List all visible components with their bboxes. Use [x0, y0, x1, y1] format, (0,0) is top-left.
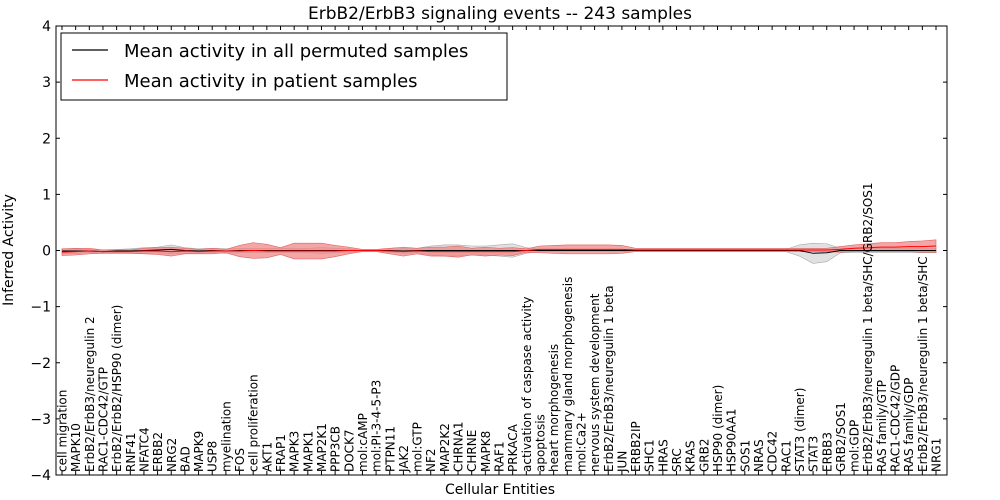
x-category-label: HRAS — [656, 439, 670, 472]
x-axis-ticks — [61, 26, 937, 475]
x-category-label: AKT1 — [260, 442, 274, 472]
legend-label-permuted: Mean activity in all permuted samples — [124, 41, 468, 62]
x-category-label: CHRNE — [465, 430, 479, 472]
x-category-label: BAD — [178, 446, 192, 472]
x-category-label: JUN — [615, 451, 629, 473]
x-category-label: MAP2K1 — [315, 423, 329, 472]
y-tick-label: 0 — [42, 244, 51, 260]
x-category-label: JAK2 — [397, 445, 411, 473]
x-category-label: MAPK10 — [69, 423, 83, 472]
x-category-label: STAT3 (dimer) — [793, 388, 807, 472]
x-category-label: ErbB2/ErbB2/HSP90 (dimer) — [110, 305, 124, 472]
x-category-label: cell migration — [56, 390, 70, 472]
x-category-label: nervous system development — [588, 293, 602, 472]
x-category-label: SHC1 — [643, 439, 657, 472]
y-tick-label: 1 — [42, 187, 51, 203]
y-tick-label: 4 — [42, 19, 51, 35]
y-tick-label: 2 — [42, 131, 51, 147]
x-category-label: KRAS — [684, 440, 698, 472]
y-axis-ticks: 4 3 2 1 0 −1 −2 −3 −4 — [30, 19, 947, 484]
x-category-label: FRAP1 — [274, 434, 288, 472]
x-category-label: RAS family/GDP — [902, 378, 916, 472]
y-tick-label: 3 — [42, 75, 51, 91]
y-tick-label: −4 — [30, 468, 51, 484]
x-category-label: GRB2 — [697, 438, 711, 472]
x-category-label: PRKACA — [506, 423, 520, 472]
x-category-label: NFATC4 — [137, 427, 151, 472]
x-category-label: RAC1-CDC42/GTP — [96, 367, 110, 472]
y-tick-label: −2 — [30, 356, 51, 372]
x-category-label: activation of caspase activity — [520, 297, 534, 472]
x-category-label: HSP90AA1 — [725, 408, 739, 472]
x-category-label: ErbB2/ErbB3/neuregulin 1 beta/SHC — [916, 256, 930, 472]
x-category-label: mol:GTP — [411, 422, 425, 472]
x-category-label: NRG2 — [165, 438, 179, 472]
x-axis-label: Cellular Entities — [445, 482, 555, 498]
x-category-label: SRC — [670, 448, 684, 472]
legend-label-patient: Mean activity in patient samples — [124, 71, 418, 92]
y-axis-label: Inferred Activity — [1, 194, 17, 306]
x-category-label: MAPK9 — [192, 431, 206, 472]
x-category-label: RNF41 — [124, 433, 138, 473]
x-category-label: GRB2/SOS1 — [834, 402, 848, 472]
chart-title: ErbB2/ErbB3 signaling events -- 243 samp… — [308, 4, 692, 24]
x-category-label: ERBB2 — [151, 432, 165, 472]
x-category-label: heart morphogenesis — [547, 344, 561, 472]
x-category-label: CDC42 — [766, 431, 780, 472]
x-category-labels: cell migration MAPK10 ErbB2/ErbB3/neuregul… — [56, 182, 944, 473]
x-category-label: RAC1-CDC42/GDP — [889, 365, 903, 472]
x-category-label: ErbB2/ErbB3/neuregulin 2 — [83, 316, 97, 472]
x-category-label: MAP2K2 — [438, 423, 452, 472]
x-category-label: mammary gland morphogenesis — [561, 277, 575, 472]
x-category-label: RAC1 — [779, 440, 793, 472]
legend: Mean activity in all permuted samples Me… — [60, 32, 508, 101]
x-category-label: ERBB3 — [820, 432, 834, 472]
series-line-patient — [61, 245, 937, 253]
band-patient — [61, 239, 937, 260]
x-category-label: PTPN11 — [383, 426, 397, 472]
x-category-label: CHRNA1 — [452, 421, 466, 472]
x-category-label: MAPK3 — [288, 431, 302, 472]
x-category-label: RAS family/GTP — [875, 380, 889, 472]
x-category-label: SOS1 — [738, 440, 752, 472]
x-category-label: mol:PI-3-4-5-P3 — [370, 380, 384, 472]
x-category-label: MAPK1 — [301, 431, 315, 472]
x-category-label: mol:GDP — [848, 420, 862, 472]
x-category-label: NF2 — [424, 448, 438, 472]
x-category-label: USP8 — [206, 441, 220, 472]
series-lines — [61, 245, 937, 254]
x-category-label: PPP3CB — [329, 426, 343, 472]
y-tick-label: −3 — [30, 412, 51, 428]
x-category-label: FOS — [233, 448, 247, 472]
series-line-permuted — [62, 248, 936, 254]
x-category-label: ErbB2/ErbB3/neuregulin 1 beta/SHC/GRB2/S… — [861, 182, 875, 472]
x-category-label: RAF1 — [493, 441, 507, 472]
x-category-label: myelination — [219, 401, 233, 472]
x-category-label: mol:cAMP — [356, 413, 370, 472]
y-tick-label: −1 — [30, 300, 51, 316]
x-category-label: NRG1 — [930, 438, 944, 472]
confidence-bands — [61, 239, 937, 264]
x-category-label: NRAS — [752, 439, 766, 472]
x-category-label: ErbB2/ErbB3/neuregulin 1 beta — [602, 285, 616, 472]
x-category-label: STAT3 — [807, 436, 821, 472]
x-category-label: DOCK7 — [342, 429, 356, 472]
x-category-label: MAPK8 — [479, 431, 493, 472]
x-category-label: mol:Ca2+ — [574, 412, 588, 472]
x-category-label: cell proliferation — [247, 374, 261, 472]
x-category-label: apoptosis — [533, 414, 547, 472]
x-category-label: HSP90 (dimer) — [711, 385, 725, 472]
x-category-label: ERBB2IP — [629, 421, 643, 472]
legend-box — [60, 32, 508, 101]
